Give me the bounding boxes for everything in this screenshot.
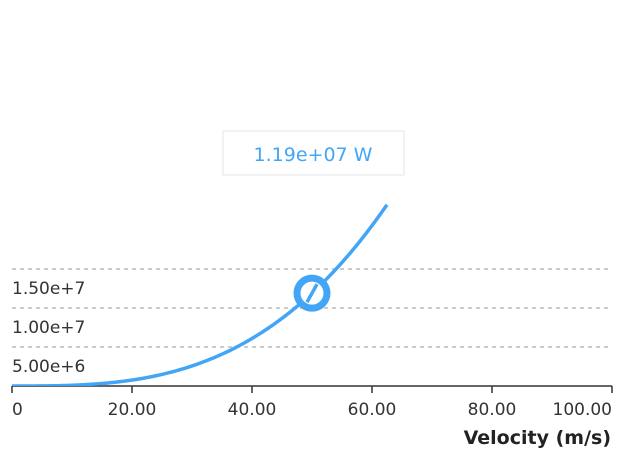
x-axis-title: Velocity (m/s) [464,427,611,449]
x-tick-labels: 0 20.00 40.00 60.00 80.00 100.00 [12,400,612,420]
y-tick-label: 5.00e+6 [12,357,85,377]
x-tick-label: 20.00 [108,400,157,420]
x-tick-label: 60.00 [348,400,397,420]
highlight-point-marker [305,283,319,304]
x-tick-label: 0 [12,400,23,420]
x-tick-label: 80.00 [468,400,517,420]
y-tick-label: 1.00e+7 [12,318,85,338]
highlight-layer: 1.19e+07 W [222,130,405,312]
x-tick-label: 40.00 [228,400,277,420]
tooltip-box [222,130,405,176]
x-axis [11,385,613,393]
y-tick-label: 1.50e+7 [12,279,85,299]
x-tick-label: 100.00 [553,400,612,420]
tooltip-label: 1.19e+07 W [254,144,373,166]
y-tick-labels: 5.00e+6 1.00e+7 1.50e+7 [12,279,85,377]
